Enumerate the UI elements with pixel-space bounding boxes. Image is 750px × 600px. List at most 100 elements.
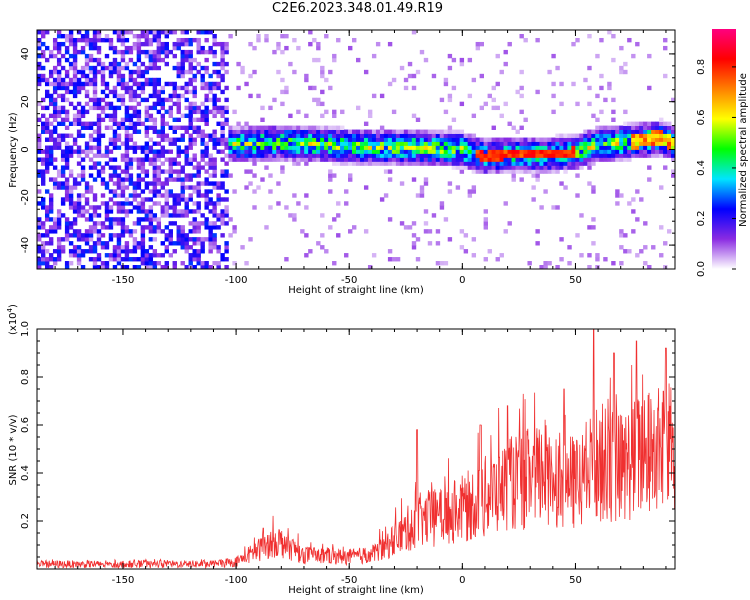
spectrogram-cell — [84, 209, 90, 214]
spectrogram-cell — [56, 257, 62, 262]
spectrogram-cell — [152, 65, 158, 71]
spectrogram-cell — [60, 165, 66, 170]
spectrogram-cell — [316, 57, 321, 63]
spectrogram-cell — [104, 101, 110, 107]
spectrogram-cell — [483, 165, 488, 170]
spectrogram-cell — [363, 149, 369, 154]
spectrogram-cell — [200, 153, 205, 158]
spectrogram-cell — [663, 145, 668, 150]
spectrogram-cell — [312, 85, 317, 91]
spectrogram-cell — [108, 177, 114, 182]
spectrogram-cell — [108, 37, 114, 43]
spectrogram-cell — [44, 161, 50, 166]
spectrogram-cell — [328, 141, 333, 146]
spectrogram-cell — [451, 129, 457, 134]
spectrogram-cell — [200, 113, 205, 119]
spectrogram-cell — [112, 129, 118, 134]
spectrogram-cell — [132, 81, 138, 87]
spectrogram-cell — [148, 105, 154, 111]
spectrogram-cell — [172, 261, 177, 266]
spectrogram-cell — [304, 233, 309, 238]
spectrogram-cell — [543, 165, 548, 170]
spectrogram-cell — [595, 149, 600, 154]
spectrogram-cell — [220, 141, 225, 146]
spectrogram-cell — [48, 81, 54, 87]
spectrogram-cell — [52, 157, 58, 162]
spectrogram-cell — [112, 145, 118, 150]
spectrogram-cell — [280, 49, 285, 55]
spectrogram-cell — [523, 153, 528, 158]
spectrogram-cell — [212, 201, 217, 206]
spectrogram-cell — [292, 213, 297, 218]
spectrogram-cell — [188, 185, 193, 190]
spectrogram-cell — [427, 241, 433, 246]
spectrogram-cell — [495, 153, 500, 158]
spectrogram-cell — [120, 205, 126, 210]
spectrogram-cell — [495, 165, 500, 170]
spectrogram-cell — [499, 157, 504, 162]
spectrogram-cell — [140, 81, 146, 87]
spectrogram-cell — [276, 137, 281, 142]
spectrogram-cell — [124, 161, 130, 166]
spectrogram-cell — [172, 129, 177, 134]
spectrogram-cell — [252, 145, 257, 150]
spectrogram-cell — [92, 97, 98, 103]
spectrogram-cell — [635, 121, 640, 126]
spectrogram-cell — [571, 133, 576, 138]
spectrogram-cell — [447, 141, 453, 146]
spectrogram-cell — [483, 145, 488, 150]
spectrogram-cell — [72, 37, 78, 43]
spectrogram-cell — [152, 101, 158, 107]
spectrogram-cell — [607, 141, 612, 146]
spectrogram-cell — [96, 213, 102, 218]
spectrogram-cell — [80, 85, 86, 91]
spectrogram-cell — [152, 85, 158, 91]
spectrogram-cell — [152, 33, 158, 39]
spectrogram-cell — [124, 113, 130, 119]
spectrogram-cell — [348, 177, 353, 182]
spectrogram-cell — [164, 205, 169, 210]
spectrogram-cell — [152, 225, 158, 230]
spectrogram-cell — [56, 41, 62, 47]
spectrogram-cell — [72, 117, 78, 123]
spectrogram-cell — [136, 193, 142, 198]
spectrogram-cell — [160, 101, 165, 107]
spectrogram-cell — [671, 149, 675, 154]
spectrogram-cell — [252, 161, 257, 166]
spectrogram-cell — [160, 57, 165, 63]
spectrogram-cell — [140, 189, 146, 194]
spectrogram-cell — [455, 153, 461, 158]
spectrogram-cell — [48, 137, 54, 142]
spectrogram-cell — [208, 97, 213, 103]
spectrogram-cell — [108, 101, 114, 107]
spectrogram-cell — [224, 69, 229, 75]
spectrogram-cell — [164, 61, 169, 67]
spectrogram-cell — [196, 61, 201, 67]
spectrogram-cell — [56, 225, 62, 230]
spectrogram-cell — [371, 129, 377, 134]
spectrogram-cell — [348, 229, 353, 234]
spectrogram-cell — [595, 93, 600, 99]
spectrogram-cell — [52, 65, 58, 71]
spectrogram-cell — [244, 81, 249, 87]
spectrogram-cell — [495, 141, 500, 146]
spectrogram-cell — [168, 49, 173, 55]
spectrogram-cell — [72, 141, 78, 146]
spectrogram-cell — [68, 253, 74, 258]
spectrogram-cell — [312, 97, 317, 103]
spectrogram-cell — [96, 169, 102, 174]
spectrogram-cell — [519, 165, 524, 170]
spectrogram-cell — [403, 77, 409, 83]
spectrogram-cell — [192, 229, 197, 234]
spectrogram-cell — [196, 221, 201, 226]
spectrogram-cell — [559, 145, 564, 150]
spectrogram-cell — [132, 245, 138, 250]
spectrogram-cell — [304, 125, 309, 130]
spectrogram-cell — [479, 153, 484, 158]
spectrogram-cell — [507, 157, 512, 162]
spectrogram-cell — [76, 69, 82, 75]
spectrogram-cell — [188, 89, 193, 95]
spectrogram-cell — [483, 217, 488, 222]
spectrogram-cell — [551, 145, 556, 150]
spectrogram-cell — [144, 49, 150, 55]
